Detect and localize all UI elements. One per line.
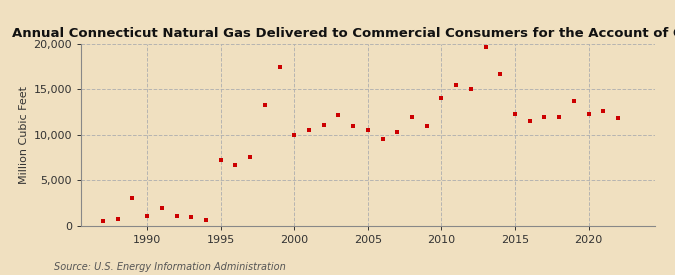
Point [466, 87, 477, 92]
Point [112, 217, 123, 221]
Point [583, 112, 594, 116]
Point [215, 158, 226, 162]
Point [451, 82, 462, 87]
Point [406, 114, 417, 119]
Point [98, 219, 109, 223]
Y-axis label: Million Cubic Feet: Million Cubic Feet [19, 86, 29, 184]
Point [524, 119, 535, 123]
Point [421, 123, 432, 128]
Text: Source: U.S. Energy Information Administration: Source: U.S. Energy Information Administ… [54, 262, 286, 272]
Title: Annual Connecticut Natural Gas Delivered to Commercial Consumers for the Account: Annual Connecticut Natural Gas Delivered… [12, 27, 675, 40]
Point [200, 218, 211, 222]
Point [171, 213, 182, 218]
Point [142, 213, 153, 218]
Point [510, 112, 520, 116]
Point [319, 123, 329, 127]
Point [333, 112, 344, 117]
Point [348, 123, 358, 128]
Point [259, 103, 270, 107]
Point [392, 130, 403, 134]
Point [480, 45, 491, 49]
Point [289, 133, 300, 137]
Point [157, 206, 167, 210]
Point [539, 114, 550, 119]
Point [127, 196, 138, 200]
Point [495, 72, 506, 76]
Point [230, 163, 241, 167]
Point [362, 128, 373, 132]
Point [554, 114, 564, 119]
Point [186, 215, 196, 219]
Point [274, 65, 285, 69]
Point [598, 109, 609, 113]
Point [245, 154, 256, 159]
Point [613, 115, 624, 120]
Point [377, 137, 388, 141]
Point [436, 96, 447, 101]
Point [304, 128, 315, 132]
Point [568, 99, 579, 103]
